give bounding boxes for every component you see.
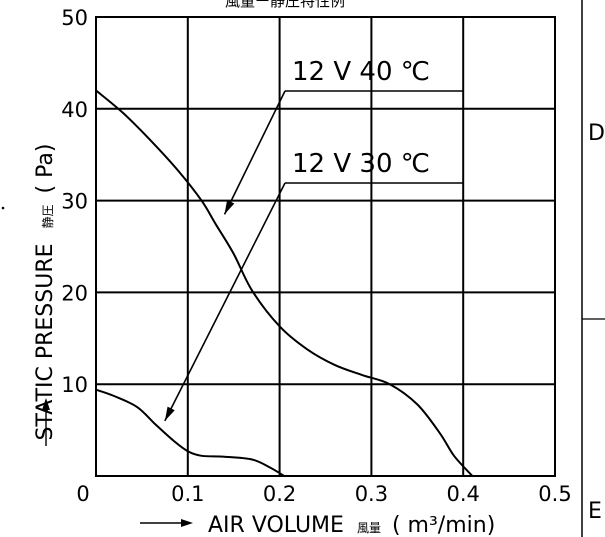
- y-tick-label: 50: [61, 6, 88, 30]
- x-tick-label: 0: [76, 482, 89, 506]
- svg-text:STATIC PRESSURE 静圧: STATIC PRESSURE 静圧 ( Pa): [33, 144, 58, 441]
- side-label-e: E: [588, 499, 602, 524]
- x-tick-label: 0.2: [263, 482, 296, 506]
- y-tick-label: 30: [61, 190, 88, 214]
- x-tick-label: 0.4: [446, 482, 479, 506]
- x-axis-title-jp: 風量: [357, 521, 381, 535]
- series-line-30c: [95, 388, 285, 477]
- y-axis-title-jp: 静圧: [41, 204, 55, 228]
- series-lines: [95, 89, 474, 477]
- y-axis-label: STATIC PRESSURE 静圧 ( Pa): [33, 144, 58, 441]
- annotation-arrowhead: [164, 406, 175, 421]
- annotation-arrowhead: [224, 200, 235, 215]
- side-border: D E: [581, 0, 605, 537]
- annotation-30c: 12 V 30 ℃: [164, 149, 463, 422]
- plot-border: [95, 16, 556, 477]
- svg-text:AIR VOLUME 風量 ( m³: AIR VOLUME 風量 ( m³/min): [208, 513, 495, 537]
- y-tick-labels: 10 20 30 40 50: [61, 6, 88, 397]
- plot-frame: [95, 16, 556, 477]
- y-axis-arrow: [42, 398, 50, 446]
- grid: [96, 17, 555, 476]
- x-axis-unit: ( m³/min): [392, 513, 495, 537]
- x-axis-title: AIR VOLUME: [208, 513, 344, 537]
- x-axis-label: AIR VOLUME 風量 ( m³/min): [140, 513, 495, 537]
- x-tick-label: 0.1: [171, 482, 204, 506]
- annotation-40c: 12 V 40 ℃: [223, 57, 463, 215]
- margin-dot: [1, 206, 5, 210]
- series-line-40c: [95, 89, 474, 477]
- annotation-label: 12 V 40 ℃: [292, 57, 430, 87]
- x-tick-label: 0.3: [355, 482, 388, 506]
- annotations: 12 V 40 ℃ 12 V 30 ℃: [164, 57, 463, 422]
- y-axis-unit: ( Pa): [33, 144, 58, 194]
- chart-title: 風量ー静圧特性例: [225, 0, 345, 10]
- side-label-d: D: [588, 121, 605, 146]
- y-tick-label: 10: [61, 373, 88, 397]
- y-tick-label: 20: [61, 281, 88, 305]
- annotation-label: 12 V 30 ℃: [292, 149, 430, 179]
- x-tick-labels: 0 0.1 0.2 0.3 0.4 0.5: [76, 482, 571, 506]
- x-tick-label: 0.5: [538, 482, 571, 506]
- y-tick-label: 40: [61, 98, 88, 122]
